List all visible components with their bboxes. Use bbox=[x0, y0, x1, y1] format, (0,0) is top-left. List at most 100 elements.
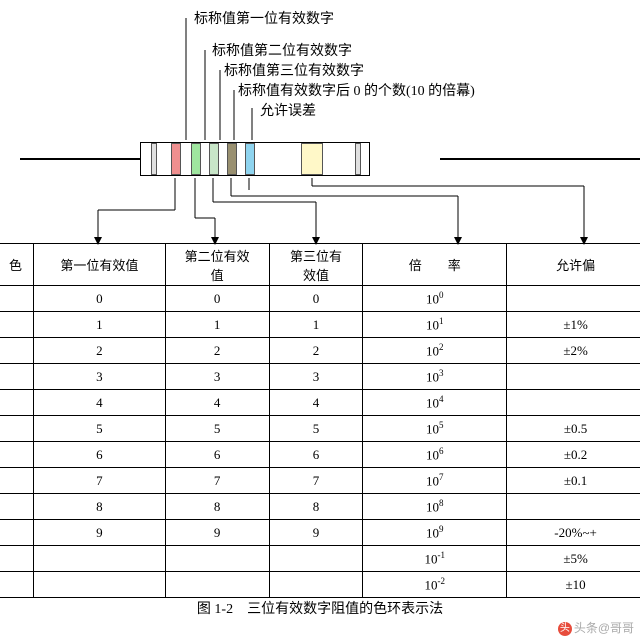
th-multiplier: 倍 率 bbox=[363, 244, 507, 286]
cell-d1: 3 bbox=[33, 364, 165, 390]
cell-mult: 106 bbox=[363, 442, 507, 468]
cell-tol bbox=[507, 364, 640, 390]
th-digit2: 第二位有效值 bbox=[165, 244, 269, 286]
color-band bbox=[355, 143, 361, 175]
cell-mult: 102 bbox=[363, 338, 507, 364]
cell-d2: 9 bbox=[165, 520, 269, 546]
cell-d3: 7 bbox=[269, 468, 363, 494]
figure-caption: 图 1-2 三位有效数字阻值的色环表示法 bbox=[0, 598, 640, 618]
cell-mult: 101 bbox=[363, 312, 507, 338]
cell-d3: 1 bbox=[269, 312, 363, 338]
label-multiplier: 标称值有效数字后 0 的个数(10 的倍幕) bbox=[238, 80, 475, 100]
th-digit1: 第一位有效值 bbox=[33, 244, 165, 286]
table-row: 999109-20%~+ bbox=[0, 520, 640, 546]
cell-d2 bbox=[165, 546, 269, 572]
table-row: 555105±0.5 bbox=[0, 416, 640, 442]
table-row: 777107±0.1 bbox=[0, 468, 640, 494]
cell-d3: 0 bbox=[269, 286, 363, 312]
cell-tol: -20%~+ bbox=[507, 520, 640, 546]
watermark-icon: 头 bbox=[558, 622, 572, 636]
cell-color bbox=[0, 312, 33, 338]
color-band bbox=[151, 143, 157, 175]
cell-tol: ±0.5 bbox=[507, 416, 640, 442]
resistor-diagram bbox=[60, 130, 580, 190]
cell-tol bbox=[507, 494, 640, 520]
cell-d3: 3 bbox=[269, 364, 363, 390]
table-row: 10-2±10 bbox=[0, 572, 640, 598]
cell-d2: 3 bbox=[165, 364, 269, 390]
cell-d2 bbox=[165, 572, 269, 598]
cell-mult: 10-1 bbox=[363, 546, 507, 572]
cell-d2: 4 bbox=[165, 390, 269, 416]
th-digit3: 第三位有效值 bbox=[269, 244, 363, 286]
resistor-body bbox=[140, 142, 370, 176]
cell-d1 bbox=[33, 546, 165, 572]
cell-tol: ±10 bbox=[507, 572, 640, 598]
wire-left bbox=[20, 158, 140, 160]
cell-mult: 10-2 bbox=[363, 572, 507, 598]
cell-d3: 9 bbox=[269, 520, 363, 546]
cell-d2: 7 bbox=[165, 468, 269, 494]
cell-d1: 9 bbox=[33, 520, 165, 546]
cell-mult: 109 bbox=[363, 520, 507, 546]
color-band bbox=[171, 143, 181, 175]
cell-color bbox=[0, 338, 33, 364]
table-row: 888108 bbox=[0, 494, 640, 520]
watermark-text: 头条@哥哥 bbox=[574, 621, 634, 635]
cell-mult: 105 bbox=[363, 416, 507, 442]
table-row: 111101±1% bbox=[0, 312, 640, 338]
cell-color bbox=[0, 494, 33, 520]
cell-d1: 1 bbox=[33, 312, 165, 338]
cell-d3: 5 bbox=[269, 416, 363, 442]
cell-d2: 1 bbox=[165, 312, 269, 338]
color-band bbox=[301, 143, 323, 175]
watermark: 头头条@哥哥 bbox=[558, 619, 634, 636]
label-tolerance: 允许误差 bbox=[260, 100, 316, 120]
cell-color bbox=[0, 442, 33, 468]
cell-d1: 5 bbox=[33, 416, 165, 442]
cell-d1: 6 bbox=[33, 442, 165, 468]
cell-d2: 5 bbox=[165, 416, 269, 442]
label-digit2: 标称值第二位有效数字 bbox=[212, 40, 352, 60]
cell-mult: 100 bbox=[363, 286, 507, 312]
table-row: 444104 bbox=[0, 390, 640, 416]
color-band bbox=[245, 143, 255, 175]
cell-mult: 107 bbox=[363, 468, 507, 494]
cell-color bbox=[0, 572, 33, 598]
wire-right bbox=[440, 158, 640, 160]
cell-d2: 6 bbox=[165, 442, 269, 468]
cell-tol bbox=[507, 390, 640, 416]
cell-d2: 2 bbox=[165, 338, 269, 364]
th-tolerance: 允许偏 bbox=[507, 244, 640, 286]
cell-color bbox=[0, 286, 33, 312]
cell-tol: ±1% bbox=[507, 312, 640, 338]
table-row: 666106±0.2 bbox=[0, 442, 640, 468]
cell-d3: 4 bbox=[269, 390, 363, 416]
cell-color bbox=[0, 546, 33, 572]
cell-mult: 108 bbox=[363, 494, 507, 520]
cell-color bbox=[0, 390, 33, 416]
cell-d2: 8 bbox=[165, 494, 269, 520]
cell-d1: 7 bbox=[33, 468, 165, 494]
cell-tol: ±5% bbox=[507, 546, 640, 572]
cell-d3: 2 bbox=[269, 338, 363, 364]
cell-d1 bbox=[33, 572, 165, 598]
cell-d2: 0 bbox=[165, 286, 269, 312]
cell-d3 bbox=[269, 546, 363, 572]
cell-d3: 8 bbox=[269, 494, 363, 520]
cell-mult: 103 bbox=[363, 364, 507, 390]
table-row: 10-1±5% bbox=[0, 546, 640, 572]
cell-color bbox=[0, 416, 33, 442]
cell-d3 bbox=[269, 572, 363, 598]
cell-d1: 2 bbox=[33, 338, 165, 364]
cell-tol: ±0.2 bbox=[507, 442, 640, 468]
cell-d3: 6 bbox=[269, 442, 363, 468]
color-band bbox=[209, 143, 219, 175]
cell-color bbox=[0, 364, 33, 390]
cell-d1: 8 bbox=[33, 494, 165, 520]
cell-tol bbox=[507, 286, 640, 312]
color-band bbox=[227, 143, 237, 175]
cell-mult: 104 bbox=[363, 390, 507, 416]
cell-color bbox=[0, 520, 33, 546]
header-row: 色 第一位有效值 第二位有效值 第三位有效值 倍 率 允许偏 bbox=[0, 244, 640, 286]
